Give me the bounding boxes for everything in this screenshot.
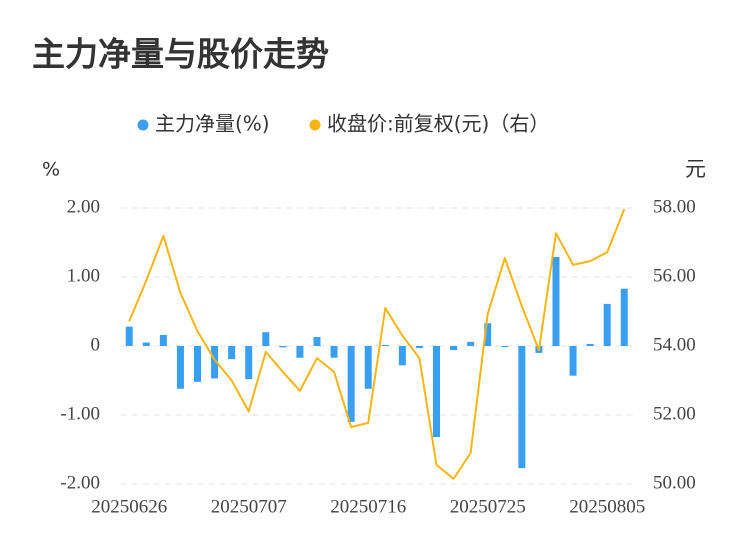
x-tick-label: 20250716 (330, 496, 406, 517)
bar (415, 346, 423, 349)
bar (398, 346, 406, 366)
y2-tick-label: 50.00 (653, 472, 696, 493)
bar (603, 303, 611, 346)
bar (142, 342, 150, 346)
bar (381, 345, 389, 346)
bar (552, 256, 560, 346)
legend-label: 主力净量(%) (155, 112, 270, 136)
bar (569, 346, 577, 376)
bar (245, 346, 253, 380)
legend-marker (309, 119, 321, 131)
y2-tick-label: 56.00 (653, 265, 696, 286)
bar (484, 323, 492, 346)
legend-marker (137, 119, 149, 131)
bar (176, 346, 184, 389)
y2-axis-unit: 元 (685, 157, 706, 181)
bar (620, 288, 628, 346)
bar (159, 334, 167, 346)
y-tick-label: 1.00 (67, 265, 100, 286)
y-tick-label: 2.00 (67, 196, 100, 217)
y2-tick-label: 54.00 (653, 334, 696, 355)
bar (330, 346, 338, 358)
y-axis-unit: % (42, 159, 60, 181)
bar (279, 346, 287, 348)
bar (296, 346, 304, 358)
bar (467, 341, 475, 346)
bar (125, 326, 133, 346)
bar (347, 346, 355, 422)
bar (211, 346, 219, 379)
y-tick-label: -2.00 (60, 472, 100, 493)
x-tick-label: 20250805 (569, 496, 645, 517)
bar (262, 332, 270, 346)
price-line (128, 208, 626, 480)
bar (450, 346, 458, 351)
bar (518, 346, 526, 469)
x-tick-label: 20250725 (450, 496, 526, 517)
legend-label: 收盘价:前复权(元)（右） (327, 112, 549, 136)
x-tick-label: 20250707 (211, 496, 287, 517)
x-tick-label: 20250626 (91, 496, 167, 517)
y2-tick-label: 52.00 (653, 403, 696, 424)
bar (228, 346, 236, 360)
chart-title: 主力净量与股价走势 (32, 35, 329, 74)
bar (313, 337, 321, 346)
bar (194, 346, 202, 382)
y-tick-label: 0 (91, 334, 101, 355)
y2-tick-label: 58.00 (653, 196, 696, 217)
bar (501, 346, 509, 347)
y-tick-label: -1.00 (60, 403, 100, 424)
bar (432, 346, 440, 438)
bar (586, 343, 594, 346)
bar (364, 346, 372, 389)
